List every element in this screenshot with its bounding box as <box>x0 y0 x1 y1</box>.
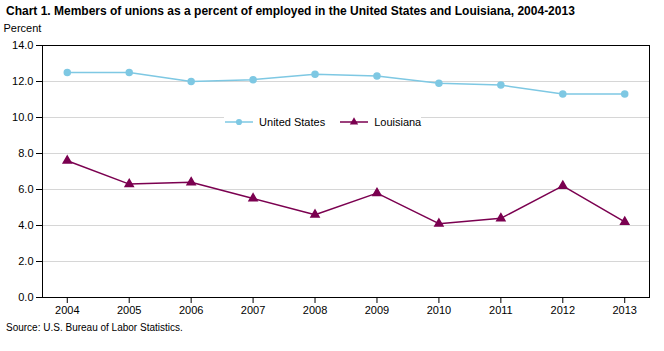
svg-text:2005: 2005 <box>117 304 141 316</box>
svg-text:10.0: 10.0 <box>12 111 33 123</box>
svg-text:4.0: 4.0 <box>18 219 33 231</box>
svg-text:2.0: 2.0 <box>18 255 33 267</box>
svg-text:2007: 2007 <box>241 304 265 316</box>
svg-text:0.0: 0.0 <box>18 291 33 303</box>
svg-text:8.0: 8.0 <box>18 147 33 159</box>
svg-text:Percent: Percent <box>4 22 42 34</box>
svg-text:2013: 2013 <box>612 304 636 316</box>
svg-text:2012: 2012 <box>551 304 575 316</box>
html-text:United States: United States <box>259 115 326 128</box>
svg-text:2010: 2010 <box>427 304 451 316</box>
html-text:Source: U.S. Bureau of Labor S: Source: U.S. Bureau of Labor Statistics. <box>6 322 183 333</box>
html-text:Chart 1. Members of unions as: Chart 1. Members of unions as a percent … <box>6 4 575 18</box>
svg-text:2009: 2009 <box>365 304 389 316</box>
svg-text:2011: 2011 <box>489 304 513 316</box>
svg-text:6.0: 6.0 <box>18 183 33 195</box>
svg-text:12.0: 12.0 <box>12 75 33 87</box>
svg-text:2004: 2004 <box>55 304 79 316</box>
svg-text:2006: 2006 <box>179 304 203 316</box>
svg-text:2008: 2008 <box>303 304 327 316</box>
html-text:Louisiana: Louisiana <box>374 115 422 128</box>
svg-text:14.0: 14.0 <box>12 39 33 51</box>
